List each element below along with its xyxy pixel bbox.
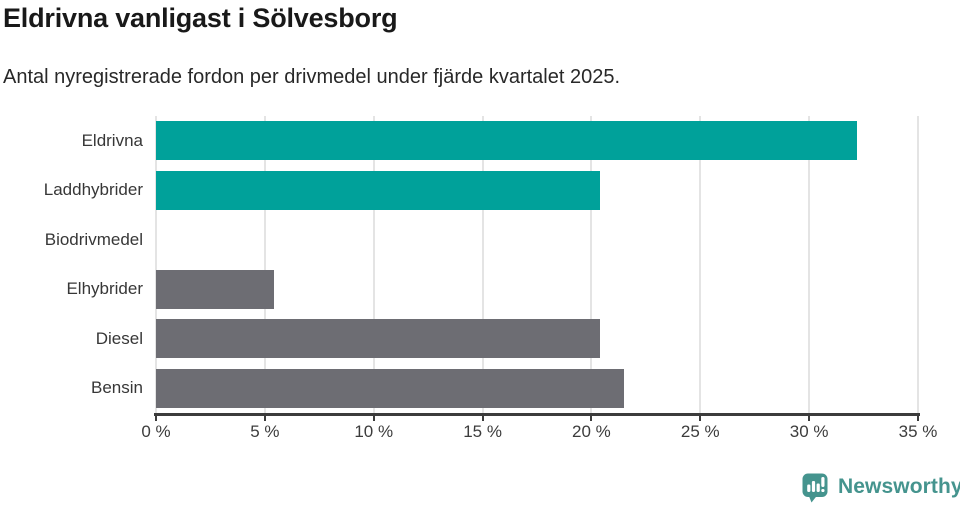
x-tick-label-30: 30 % <box>789 422 829 441</box>
gridline-10 <box>372 116 375 413</box>
bar-row-laddhybrider <box>156 166 918 216</box>
category-label-diesel: Diesel <box>95 328 143 348</box>
x-tick-15 <box>481 416 484 421</box>
category-label-bensin: Bensin <box>91 378 143 398</box>
gridline-5 <box>263 116 266 413</box>
category-axis-labels: Eldrivna Laddhybrider Biodrivmedel Elhybrid… <box>0 116 143 413</box>
chart-subtitle: Antal nyregistrerade fordon per drivmede… <box>3 66 621 88</box>
x-tick-35 <box>917 416 919 421</box>
x-tick-5 <box>263 416 266 421</box>
x-tick-30 <box>808 416 811 421</box>
bar-chart: Eldrivna Laddhybrider Biodrivmedel Elhybrid… <box>0 116 960 461</box>
category-label-laddhybrider: Laddhybrider <box>43 180 143 200</box>
x-tick-20 <box>590 416 593 421</box>
bar-row-bensin <box>156 364 918 414</box>
gridline-0 <box>155 116 157 413</box>
gridline-30 <box>808 116 811 413</box>
x-tick-10 <box>372 416 375 421</box>
bar-eldrivna <box>156 121 858 161</box>
gridline-25 <box>699 116 702 413</box>
bar-row-elhybrider <box>156 265 918 315</box>
newsworthy-logo-icon <box>802 473 828 503</box>
category-label-eldrivna: Eldrivna <box>81 130 143 150</box>
category-label-biodrivmedel: Biodrivmedel <box>44 229 143 249</box>
x-tick-25 <box>699 416 702 421</box>
bar-rows <box>156 116 918 413</box>
newsworthy-brand: Newsworthy <box>799 471 960 503</box>
bar-row-diesel <box>156 314 918 364</box>
bar-row-eldrivna <box>156 116 918 166</box>
x-tick-label-0: 0 % <box>141 422 171 441</box>
x-tick-0 <box>155 416 157 421</box>
bar-laddhybrider <box>156 170 601 210</box>
gridline-35 <box>917 116 919 413</box>
x-tick-label-5: 5 % <box>250 422 280 441</box>
bar-row-biodrivmedel <box>156 215 918 265</box>
x-tick-label-20: 20 % <box>572 422 611 441</box>
x-tick-label-25: 25 % <box>680 422 720 441</box>
x-tick-label-15: 15 % <box>463 422 502 441</box>
category-label-elhybrider: Elhybrider <box>66 279 143 299</box>
gridline-15 <box>481 116 484 413</box>
x-axis-line <box>154 413 920 416</box>
brand-name: Newsworthy <box>838 475 960 498</box>
gridline-20 <box>590 116 593 413</box>
bar-elhybrider <box>156 269 274 309</box>
chart-title: Eldrivna vanligast i Sölvesborg <box>3 3 398 33</box>
plot-area <box>155 116 919 413</box>
x-tick-label-35: 35 % <box>898 422 938 441</box>
x-tick-label-10: 10 % <box>354 422 394 441</box>
bar-diesel <box>156 319 601 359</box>
bar-bensin <box>156 368 625 408</box>
